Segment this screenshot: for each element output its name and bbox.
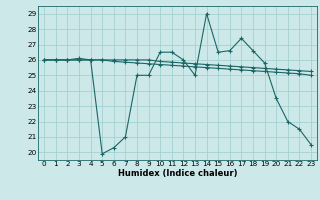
- X-axis label: Humidex (Indice chaleur): Humidex (Indice chaleur): [118, 169, 237, 178]
